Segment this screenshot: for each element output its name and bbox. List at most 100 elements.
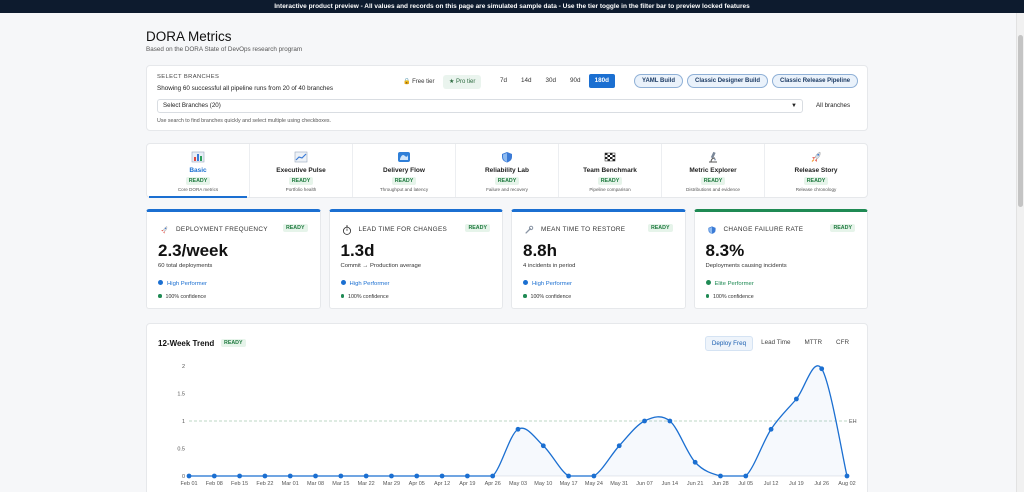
view-tabs: Basic READY Core DORA metrics Executive … <box>146 143 868 198</box>
confidence-text: 100% confidence <box>523 294 572 300</box>
trend-title: 12-Week Trend <box>158 339 215 348</box>
confidence-text: 100% confidence <box>341 294 389 300</box>
tab-desc: Portfolio health <box>285 187 317 192</box>
range-180d-button[interactable]: 180d <box>588 74 615 88</box>
select-branches-label: SELECT BRANCHES <box>157 74 220 80</box>
x-tick-label: Apr 05 <box>409 481 425 487</box>
microscope-icon <box>709 151 717 163</box>
tab-deploy-freq[interactable]: Deploy Freq <box>704 336 754 351</box>
y-tick-label: 2 <box>182 364 185 370</box>
x-tick-label: Mar 15 <box>332 481 349 487</box>
range-30d-button[interactable]: 30d <box>545 77 557 84</box>
x-tick-label: Jul 19 <box>789 481 804 487</box>
tab-executive-pulse[interactable]: Executive Pulse READY Portfolio health <box>250 144 353 197</box>
pipeline-filter-group: YAML Build Classic Designer Build Classi… <box>634 74 859 88</box>
confidence-text: 100% confidence <box>158 294 207 300</box>
status-badge: READY <box>830 224 855 232</box>
x-tick-label: Feb 15 <box>231 481 248 487</box>
data-point <box>490 473 496 479</box>
data-point <box>414 473 420 479</box>
data-point <box>540 443 546 449</box>
rocket-icon <box>161 226 168 234</box>
tab-status: READY <box>662 177 764 185</box>
metric-label: DEPLOYMENT FREQUENCY <box>176 226 268 233</box>
data-point <box>591 473 597 479</box>
metric-value: 8.8h <box>523 241 558 260</box>
metric-card-lead-time[interactable]: LEAD TIME FOR CHANGES READY 1.3d Commit … <box>328 209 503 309</box>
tab-delivery-flow[interactable]: Delivery Flow READY Throughput and laten… <box>353 144 456 197</box>
tab-lead-time[interactable]: Lead Time <box>761 339 791 346</box>
x-tick-label: Jun 21 <box>687 481 704 487</box>
tab-metric-explorer[interactable]: Metric Explorer READY Distributions and … <box>662 144 765 197</box>
x-tick-label: May 17 <box>560 481 578 487</box>
x-tick-label: Feb 01 <box>180 481 197 487</box>
range-7d-button[interactable]: 7d <box>500 77 508 84</box>
performance-tier: High Performer <box>158 280 207 287</box>
pipeline-classic-designer-build[interactable]: Classic Designer Build <box>687 74 769 88</box>
data-point <box>667 418 673 424</box>
metric-card-deployment-frequency[interactable]: DEPLOYMENT FREQUENCY READY 2.3/week 60 t… <box>146 209 321 309</box>
scrollbar-thumb[interactable] <box>1018 35 1023 207</box>
data-point <box>313 473 318 479</box>
branch-hint: Use search to find branches quickly and … <box>157 118 332 124</box>
tab-basic[interactable]: Basic READY Core DORA metrics <box>147 144 250 198</box>
x-tick-label: Mar 29 <box>383 481 400 487</box>
metric-value: 8.3% <box>705 241 745 260</box>
tab-team-benchmark[interactable]: Team Benchmark READY Pipeline comparison <box>559 144 662 197</box>
x-tick-label: May 03 <box>509 481 527 487</box>
data-point <box>692 459 698 465</box>
data-point <box>515 426 521 432</box>
x-tick-label: Apr 12 <box>434 481 450 487</box>
metric-label: LEAD TIME FOR CHANGES <box>358 226 448 233</box>
x-tick-label: Jun 14 <box>662 481 679 487</box>
preview-banner: Interactive product preview - All values… <box>0 0 1024 13</box>
data-point <box>338 473 344 479</box>
x-tick-label: Jul 12 <box>764 481 779 487</box>
metric-card-change-failure-rate[interactable]: CHANGE FAILURE RATE READY 8.3% Deploymen… <box>693 209 868 309</box>
metric-card-mttr[interactable]: MEAN TIME TO RESTORE READY 8.8h 4 incide… <box>511 209 686 309</box>
tab-desc: Throughput and latency <box>379 187 429 192</box>
page-title: DORA Metrics <box>146 29 232 44</box>
page-subtitle: Based on the DORA State of DevOps resear… <box>146 46 303 53</box>
metric-cards: DEPLOYMENT FREQUENCY READY 2.3/week 60 t… <box>146 209 868 309</box>
free-tier-toggle[interactable]: 🔒 Free tier <box>403 79 435 85</box>
data-point <box>237 473 243 479</box>
all-branches-button[interactable]: All branches <box>816 102 851 109</box>
tab-title: Release Story <box>794 167 838 174</box>
tab-reliability-lab[interactable]: Reliability Lab READY Failure and recove… <box>456 144 559 197</box>
trend-chart: 0 0.5 1 1.5 2 EH Feb 01 Feb 08 Feb 15 Feb 22 Mar 0… <box>177 364 856 487</box>
tab-title: Metric Explorer <box>689 167 737 174</box>
status-badge: READY <box>647 224 673 232</box>
tab-title: Team Benchmark <box>583 167 637 174</box>
tab-cfr[interactable]: CFR <box>836 339 849 346</box>
page-scrollbar[interactable] <box>1016 13 1024 492</box>
trend-metric-tabs: Deploy Freq Lead Time MTTR CFR <box>704 336 855 351</box>
performance-tier: Elite Performer <box>706 280 754 287</box>
data-point <box>793 396 799 402</box>
tab-status: READY <box>250 177 352 185</box>
data-point <box>262 473 268 479</box>
x-tick-label: Apr 26 <box>485 481 501 487</box>
pro-tier-toggle[interactable]: ★ Pro tier <box>443 75 482 89</box>
tab-mttr[interactable]: MTTR <box>804 339 823 346</box>
x-tick-label: Jun 07 <box>636 481 653 487</box>
data-point <box>464 473 470 479</box>
y-tick-label: 0.5 <box>177 447 185 453</box>
tab-status: READY <box>559 177 661 185</box>
data-point <box>819 366 825 372</box>
tab-release-story[interactable]: Release Story READY Release chronology <box>765 144 867 197</box>
pipeline-yaml-build[interactable]: YAML Build <box>634 74 684 88</box>
tab-desc: Pipeline comparison <box>589 187 631 192</box>
range-14d-button[interactable]: 14d <box>521 77 532 84</box>
tab-title: Reliability Lab <box>484 167 530 174</box>
branch-select[interactable]: Select Branches (20) ▼ <box>157 99 803 113</box>
metric-label: CHANGE FAILURE RATE <box>723 226 804 233</box>
tab-title: Delivery Flow <box>383 167 425 174</box>
pipeline-classic-release[interactable]: Classic Release Pipeline <box>772 74 859 88</box>
branch-select-value: Select Branches (20) <box>163 102 221 109</box>
data-point <box>768 426 774 432</box>
data-point <box>844 473 850 479</box>
data-point <box>743 473 749 479</box>
range-90d-button[interactable]: 90d <box>570 77 581 84</box>
status-badge: READY <box>465 224 490 232</box>
